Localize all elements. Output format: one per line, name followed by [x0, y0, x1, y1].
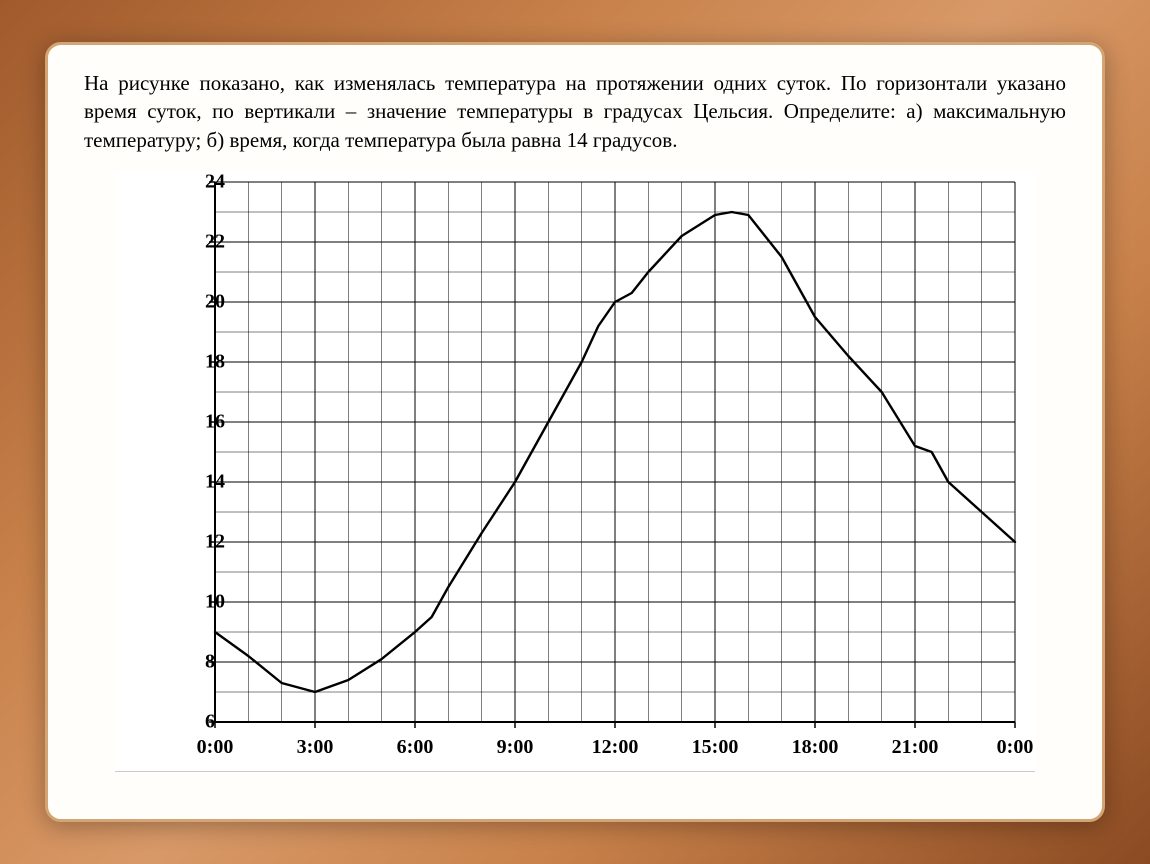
x-tick-label: 15:00 [692, 736, 739, 759]
x-tick-label: 12:00 [592, 736, 639, 759]
x-tick-label: 0:00 [997, 736, 1034, 759]
temperature-chart: 6810121416182022240:003:006:009:0012:001… [115, 172, 1035, 772]
problem-text: На рисунке показано, как изменялась темп… [84, 69, 1066, 154]
x-tick-label: 18:00 [792, 736, 839, 759]
slide-card: На рисунке показано, как изменялась темп… [45, 42, 1105, 822]
x-tick-label: 6:00 [397, 736, 434, 759]
x-tick-label: 0:00 [197, 736, 234, 759]
x-tick-label: 3:00 [297, 736, 334, 759]
plot-area: 6810121416182022240:003:006:009:0012:001… [115, 172, 1035, 772]
x-tick-label: 9:00 [497, 736, 534, 759]
x-tick-label: 21:00 [892, 736, 939, 759]
